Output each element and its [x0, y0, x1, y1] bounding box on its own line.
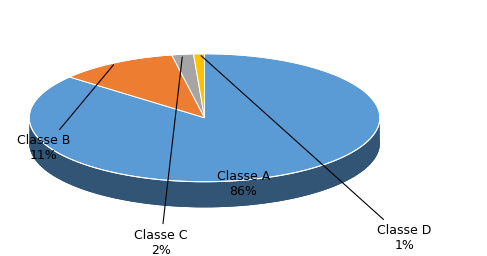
- Polygon shape: [29, 54, 380, 182]
- Text: Classe B
11%: Classe B 11%: [17, 65, 113, 163]
- Polygon shape: [70, 55, 205, 118]
- Text: Classe A
86%: Classe A 86%: [217, 170, 270, 198]
- Polygon shape: [193, 54, 205, 118]
- Text: Classe D
1%: Classe D 1%: [201, 56, 431, 252]
- Ellipse shape: [29, 79, 380, 207]
- Polygon shape: [172, 54, 205, 118]
- Text: Classe C
2%: Classe C 2%: [134, 57, 187, 256]
- Polygon shape: [29, 118, 380, 207]
